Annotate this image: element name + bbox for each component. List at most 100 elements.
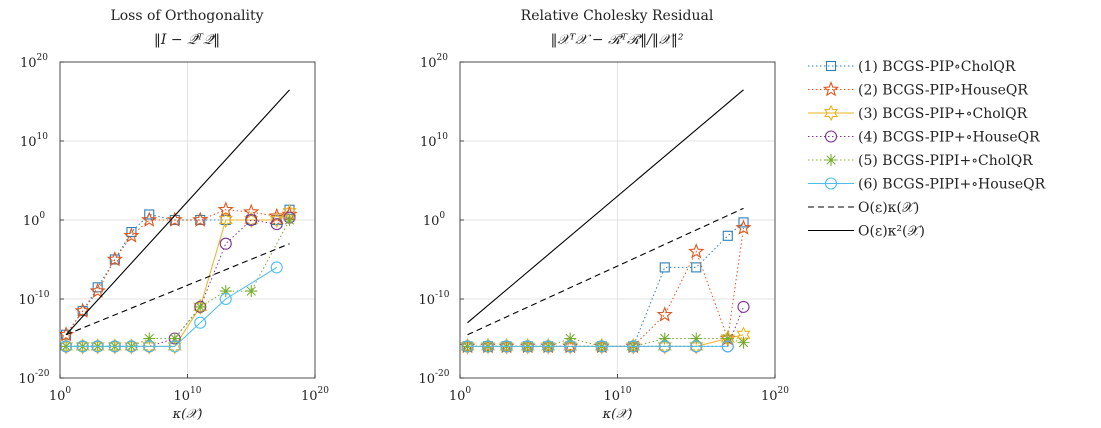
data-point — [283, 214, 296, 226]
data-point — [76, 340, 89, 353]
data-point — [689, 338, 704, 355]
y-tick-label: 10-10 — [18, 290, 49, 308]
x-tick-label: 1010 — [604, 386, 632, 404]
data-point — [461, 340, 474, 353]
chart-title: Loss of Orthogonality — [110, 8, 263, 24]
data-point — [691, 262, 702, 273]
legend-entry: (5) BCGS-PIPI+∘CholQR — [808, 153, 1033, 169]
chart-panel-2: 100 1010 1020 10-20 10-10 100 1010 1020 Relative… — [418, 8, 789, 422]
series-6 — [461, 340, 734, 353]
legend: (1) BCGS-PIP∘CholQR (2) BCGS-PIP∘HouseQR (… — [808, 59, 1046, 240]
legend-marker — [825, 154, 837, 166]
legend-label: (4) BCGS-PIP+∘HouseQR — [858, 130, 1040, 146]
legend-marker — [825, 60, 837, 72]
series-line — [467, 227, 744, 347]
data-point — [541, 338, 556, 355]
data-point — [657, 338, 672, 355]
data-point — [60, 340, 73, 353]
data-point — [124, 338, 139, 355]
data-point — [735, 219, 752, 235]
data-point — [194, 316, 207, 329]
legend-label: (1) BCGS-PIP∘CholQR — [858, 59, 1016, 75]
data-point — [563, 338, 578, 355]
data-point — [268, 207, 285, 224]
data-point — [690, 332, 703, 345]
series-line — [65, 243, 290, 336]
series-8 — [467, 89, 744, 324]
series-7 — [467, 207, 744, 336]
data-point — [167, 338, 182, 355]
chart-subtitle: ‖𝒳ᵀ𝒳 − ℛ̄ᵀℛ̄‖/‖𝒳‖² — [551, 32, 684, 48]
x-tick-label: 1020 — [301, 386, 329, 404]
series-line — [65, 209, 290, 336]
legend-entry: O(ε)κ(𝒳) — [808, 200, 919, 216]
y-tick-label: 1020 — [20, 53, 48, 71]
x-axis-label: κ(𝒳) — [172, 407, 203, 422]
data-point — [244, 211, 259, 229]
data-point — [245, 213, 258, 227]
x-tick-label: 100 — [449, 386, 472, 404]
legend-marker — [824, 130, 838, 143]
data-point — [564, 332, 577, 345]
data-point — [194, 300, 207, 313]
data-point — [626, 338, 641, 355]
data-point — [142, 338, 157, 355]
data-point — [499, 338, 514, 355]
data-point — [144, 209, 155, 220]
y-tick-label: 10-20 — [418, 369, 449, 387]
data-point — [481, 340, 495, 353]
data-point — [219, 237, 232, 250]
data-point — [688, 243, 705, 259]
data-point — [480, 338, 496, 355]
data-point — [143, 332, 156, 345]
legend-entry: (1) BCGS-PIP∘CholQR — [808, 59, 1016, 75]
series-line — [467, 89, 744, 324]
y-tick-label: 10-10 — [418, 290, 449, 308]
data-point — [737, 300, 750, 313]
series-line — [467, 207, 744, 336]
data-point — [738, 217, 749, 228]
data-point — [658, 332, 671, 345]
data-point — [193, 298, 208, 316]
data-point — [460, 338, 475, 355]
data-point — [219, 285, 232, 298]
series-line — [66, 266, 278, 347]
data-point — [218, 211, 233, 229]
legend-label: O(ε)κ²(𝒳) — [858, 224, 925, 240]
data-point — [166, 211, 183, 227]
legend-label: (6) BCGS-PIPI+∘HouseQR — [858, 177, 1046, 193]
legend-label: (5) BCGS-PIPI+∘CholQR — [858, 153, 1033, 169]
series-6 — [60, 261, 283, 353]
data-point — [656, 306, 673, 322]
y-tick-label: 1010 — [420, 132, 448, 150]
legend-label: (3) BCGS-PIP+∘CholQR — [858, 106, 1028, 122]
data-point — [722, 230, 733, 241]
data-point — [143, 340, 156, 353]
data-point — [108, 340, 121, 353]
legend-marker — [823, 104, 839, 122]
data-point — [595, 340, 608, 353]
legend-label: O(ε)κ(𝒳) — [858, 200, 919, 216]
chart-title: Relative Cholesky Residual — [521, 8, 714, 24]
data-point — [106, 250, 123, 267]
x-tick-label: 1010 — [174, 386, 202, 404]
data-point — [192, 211, 209, 227]
data-point — [627, 340, 640, 353]
y-tick-label: 100 — [23, 211, 46, 229]
chart-subtitle: ‖I − 𝒬̄ᵀ𝒬̄‖ — [154, 32, 220, 48]
data-point — [89, 282, 106, 298]
data-point — [564, 340, 577, 353]
data-point — [542, 340, 555, 353]
y-tick-label: 1010 — [20, 132, 48, 150]
legend-entry: (6) BCGS-PIPI+∘HouseQR — [808, 177, 1046, 193]
data-point — [141, 211, 158, 227]
legend-entry: (4) BCGS-PIP+∘HouseQR — [808, 130, 1040, 146]
y-tick-label: 1020 — [420, 53, 448, 71]
data-point — [659, 262, 670, 273]
data-point — [594, 338, 609, 355]
data-point — [74, 302, 91, 318]
data-point — [500, 340, 513, 353]
legend-entry: (3) BCGS-PIP+∘CholQR — [808, 104, 1028, 122]
data-point — [107, 338, 122, 355]
